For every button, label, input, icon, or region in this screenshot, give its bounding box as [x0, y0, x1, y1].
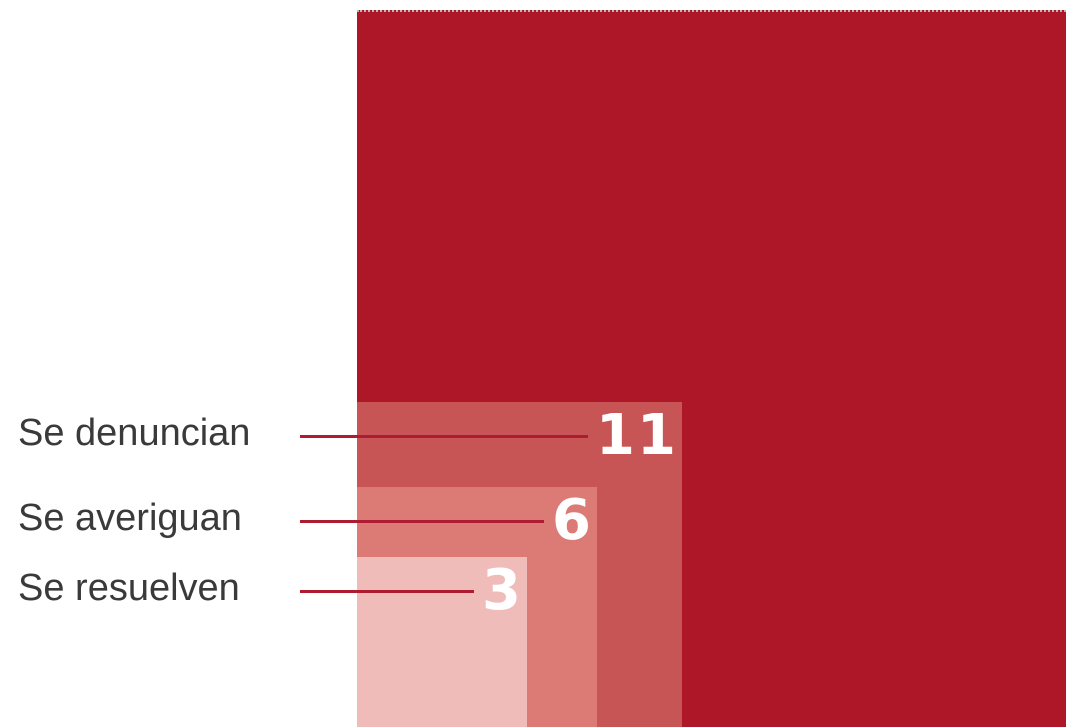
- square-se-resuelven: [357, 557, 527, 727]
- leader-line-se-resuelven: [300, 590, 474, 593]
- top-dotted-edge: [357, 10, 1066, 12]
- value-se-denuncian: 11: [596, 403, 678, 468]
- value-se-averiguan: 6: [552, 488, 593, 553]
- leader-line-se-averiguan: [300, 520, 544, 523]
- value-se-resuelven: 3: [482, 558, 523, 623]
- label-se-denuncian: Se denuncian: [18, 412, 251, 454]
- label-se-averiguan: Se averiguan: [18, 497, 242, 539]
- leader-line-se-denuncian: [300, 435, 588, 438]
- label-se-resuelven: Se resuelven: [18, 567, 240, 609]
